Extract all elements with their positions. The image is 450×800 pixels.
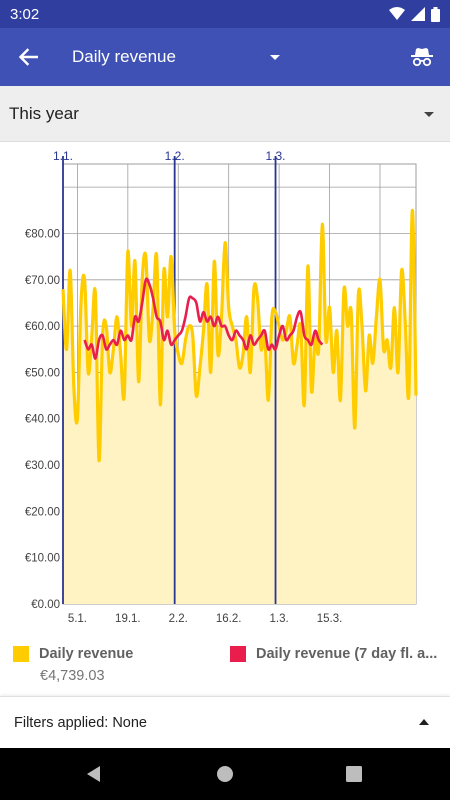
daily-revenue-area <box>63 210 416 605</box>
y-tick-label: €20.00 <box>25 506 60 518</box>
y-tick-label: €40.00 <box>25 414 60 426</box>
chart-type-spinner[interactable]: Daily revenue <box>72 28 302 86</box>
dropdown-arrow-icon <box>424 112 434 117</box>
arrow-back-icon <box>18 48 38 66</box>
x-tick-label: 5.1. <box>68 613 87 625</box>
nav-recents-button[interactable] <box>342 762 366 786</box>
filters-bar[interactable]: Filters applied: None <box>0 696 450 748</box>
y-tick-label: €70.00 <box>25 275 60 287</box>
incognito-button[interactable] <box>404 39 440 75</box>
moving-average-line <box>83 277 324 360</box>
x-tick-label: 15.3. <box>317 613 343 625</box>
signal-icon <box>411 7 425 21</box>
app-title: Daily revenue <box>72 47 176 66</box>
legend-item-moving-average: Daily revenue (7 day fl. a... <box>230 646 437 662</box>
nav-back-button[interactable] <box>82 762 106 786</box>
legend-swatch-daily-revenue <box>13 646 29 662</box>
wifi-icon <box>389 7 405 20</box>
revenue-total: €4,739.03 <box>40 668 105 684</box>
chart-svg: €0.00 €10.00 €20.00 €30.00 €40.00 €50.00 €60.0… <box>25 149 418 625</box>
home-circle-icon <box>217 766 233 782</box>
period-selector[interactable]: This year <box>0 86 450 142</box>
status-bar: 3:02 <box>0 0 450 28</box>
nav-home-button[interactable] <box>213 762 237 786</box>
y-tick-label: €30.00 <box>25 460 60 472</box>
filters-label: Filters applied: None <box>14 714 147 731</box>
month-marker-label: 1.2. <box>165 149 185 163</box>
y-tick-label: €0.00 <box>31 599 60 611</box>
expand-up-icon <box>419 719 429 725</box>
y-tick-label: €10.00 <box>25 553 60 565</box>
month-marker-label: 1.3. <box>266 149 286 163</box>
x-tick-label: 19.1. <box>115 613 141 625</box>
status-time: 3:02 <box>10 5 40 23</box>
back-triangle-icon <box>87 766 100 782</box>
incognito-icon <box>411 48 433 67</box>
system-nav-bar <box>0 748 450 800</box>
x-tick-label: 16.2. <box>216 613 242 625</box>
status-icons <box>389 6 440 22</box>
period-label: This year <box>9 103 79 123</box>
y-tick-label: €80.00 <box>25 228 60 240</box>
app-bar: Daily revenue <box>0 28 450 86</box>
x-tick-label: 2.2. <box>169 613 188 625</box>
battery-icon <box>431 6 440 22</box>
y-tick-label: €60.00 <box>25 321 60 333</box>
revenue-chart[interactable]: €0.00 €10.00 €20.00 €30.00 €40.00 €50.00 €60.0… <box>0 142 450 630</box>
back-button[interactable] <box>0 28 56 86</box>
y-tick-label: €50.00 <box>25 367 60 379</box>
legend-label: Daily revenue (7 day fl. a... <box>256 646 438 662</box>
daily-revenue-line <box>61 208 418 463</box>
recents-square-icon <box>346 766 362 782</box>
chart-legend: Daily revenue €4,739.03 Daily revenue (7… <box>0 640 450 690</box>
dropdown-arrow-icon <box>270 55 280 60</box>
x-tick-label: 1.3. <box>270 613 289 625</box>
month-marker-label: 1.1. <box>53 149 73 163</box>
legend-label: Daily revenue <box>39 646 134 662</box>
legend-item-daily-revenue: Daily revenue <box>13 646 133 662</box>
legend-swatch-moving-average <box>230 646 246 662</box>
